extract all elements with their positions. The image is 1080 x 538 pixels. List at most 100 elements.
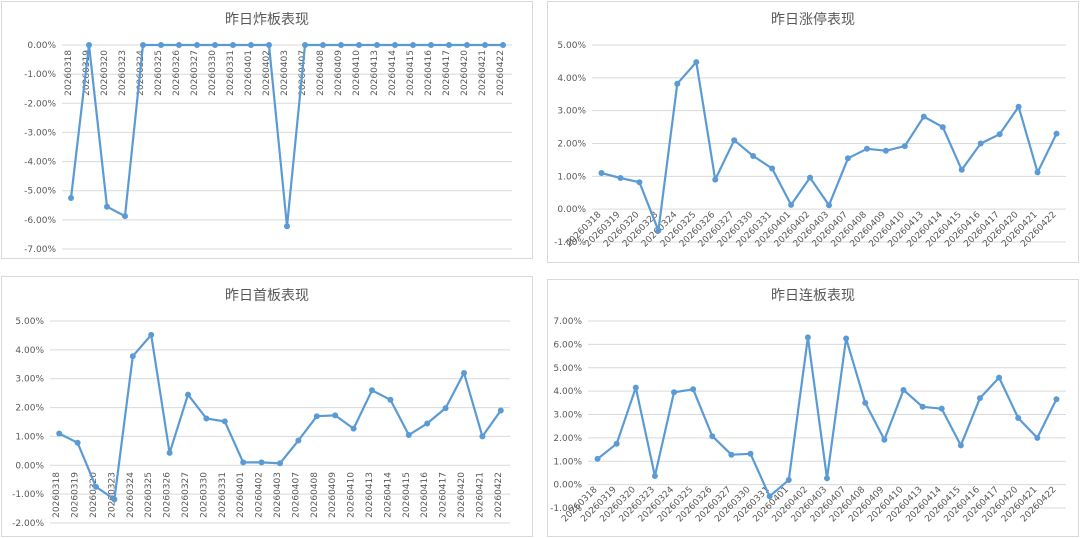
- data-point: [957, 442, 964, 449]
- data-point: [709, 433, 716, 440]
- data-point: [320, 42, 326, 48]
- data-point: [939, 124, 946, 131]
- x-tick-label: 20260402: [255, 472, 265, 518]
- data-point: [769, 165, 776, 172]
- x-tick-label: 20260320: [100, 50, 110, 96]
- y-tick-label: 5.00%: [553, 364, 582, 374]
- x-tick-label: 20260408: [316, 50, 326, 96]
- y-tick-label: 3.00%: [557, 107, 586, 117]
- y-tick-label: -5.00%: [24, 187, 56, 197]
- x-tick-label: 20260414: [388, 50, 398, 96]
- y-tick-label: 2.00%: [553, 434, 582, 444]
- y-tick-label: -1.00%: [550, 504, 582, 514]
- chart-panel-shouban: 昨日首板表现 5.00% 4.00% 3.00% 2.00% 1.00% 0.00% -1.0…: [1, 276, 533, 537]
- data-point: [632, 384, 639, 391]
- y-tick-label: 5.00%: [557, 41, 586, 51]
- data-point: [674, 80, 681, 87]
- data-point: [804, 334, 811, 341]
- data-point: [392, 42, 398, 48]
- chart-svg: 昨日连板表现 7.00% 6.00% 5.00% 4.00% 3.00% 2.00% 1.00…: [550, 288, 1066, 525]
- data-point: [148, 331, 155, 338]
- data-point: [1034, 434, 1041, 441]
- x-tick-label: 20260422: [496, 50, 506, 96]
- data-point: [671, 389, 678, 396]
- data-point: [302, 42, 308, 48]
- x-tick-label: 20260323: [107, 472, 117, 518]
- data-point: [1053, 130, 1060, 137]
- y-tick-label: -4.00%: [24, 158, 56, 168]
- data-point: [212, 42, 218, 48]
- x-tick-label: 20260318: [52, 472, 62, 518]
- y-tick-label: 5.00%: [15, 317, 44, 327]
- x-tick-label: 20260401: [236, 472, 246, 518]
- data-point: [693, 59, 700, 66]
- data-point: [140, 42, 146, 48]
- x-tick-label: 20260326: [163, 472, 173, 518]
- data-point: [479, 433, 486, 440]
- y-tick-label: 1.00%: [557, 172, 586, 182]
- chart-title: 昨日首板表现: [225, 288, 309, 304]
- data-point: [920, 113, 927, 120]
- y-tick-label: 0.00%: [27, 41, 56, 51]
- data-point: [284, 223, 290, 230]
- x-tick-label: 20260330: [208, 50, 218, 96]
- data-point: [158, 42, 164, 48]
- x-tick-label: 20260325: [154, 50, 164, 96]
- data-point: [1015, 103, 1022, 110]
- data-point: [1015, 415, 1022, 422]
- y-tick-label: -7.00%: [24, 245, 56, 255]
- chart-svg: 昨日涨停表现 5.00% 4.00% 3.00% 2.00% 1.00% 0.00% -1.0…: [554, 11, 1066, 250]
- data-point: [977, 140, 984, 147]
- y-tick-label: 4.00%: [15, 346, 44, 356]
- data-point: [976, 395, 983, 402]
- data-point: [747, 450, 754, 457]
- x-tick-label: 20260402: [262, 50, 272, 96]
- data-point: [166, 449, 173, 456]
- data-point: [712, 176, 719, 183]
- data-point: [405, 431, 412, 438]
- data-point: [313, 413, 320, 420]
- chart-panel-zhaban: 昨日炸板表现 0.00% -1.00% -2.00% -3.00% -4.00% -5.00…: [1, 1, 533, 259]
- data-point: [731, 137, 738, 144]
- x-tick-label: 20260415: [402, 472, 412, 518]
- series-line: [596, 336, 1058, 498]
- data-point: [185, 391, 191, 398]
- data-point: [882, 147, 889, 154]
- data-point: [500, 42, 506, 48]
- data-point: [338, 42, 344, 48]
- x-tick-label: 20260417: [439, 472, 449, 518]
- data-point: [1034, 169, 1041, 176]
- data-point: [919, 403, 926, 410]
- y-tick-label: -1.00%: [12, 490, 44, 500]
- data-point: [248, 42, 254, 48]
- x-tick-label: 20260323: [118, 50, 128, 96]
- x-tick-label: 20260331: [218, 472, 228, 518]
- y-tick-label: -2.00%: [12, 519, 44, 529]
- x-tick-label: 20260409: [328, 472, 338, 518]
- y-tick-label: 1.00%: [553, 457, 582, 467]
- x-tick-label: 20260417: [442, 50, 452, 96]
- chart-svg: 昨日炸板表现 0.00% -1.00% -2.00% -3.00% -4.00% -5.00…: [24, 12, 512, 255]
- data-point: [750, 152, 757, 159]
- data-point: [824, 475, 830, 482]
- data-point: [129, 353, 136, 360]
- x-tick-label: 20260421: [478, 50, 488, 96]
- chart-svg: 昨日首板表现 5.00% 4.00% 3.00% 2.00% 1.00% 0.00% -1.0…: [12, 288, 510, 529]
- data-point: [785, 476, 792, 483]
- x-tick-label: 20260414: [383, 472, 393, 518]
- x-tick-label: 20260416: [424, 50, 434, 96]
- y-tick-label: 4.00%: [557, 74, 586, 84]
- data-point: [598, 170, 605, 177]
- x-tick-label: 20260422: [494, 472, 504, 518]
- data-point: [230, 42, 236, 48]
- data-point: [104, 203, 110, 210]
- data-point: [68, 195, 74, 201]
- x-tick-label: 20260319: [71, 472, 81, 518]
- data-point: [122, 213, 128, 220]
- data-point: [464, 42, 470, 48]
- data-point: [881, 436, 888, 443]
- x-tick-label: 20260420: [460, 50, 470, 96]
- data-point: [332, 412, 339, 419]
- data-point: [690, 386, 697, 393]
- y-tick-label: 0.00%: [557, 205, 586, 215]
